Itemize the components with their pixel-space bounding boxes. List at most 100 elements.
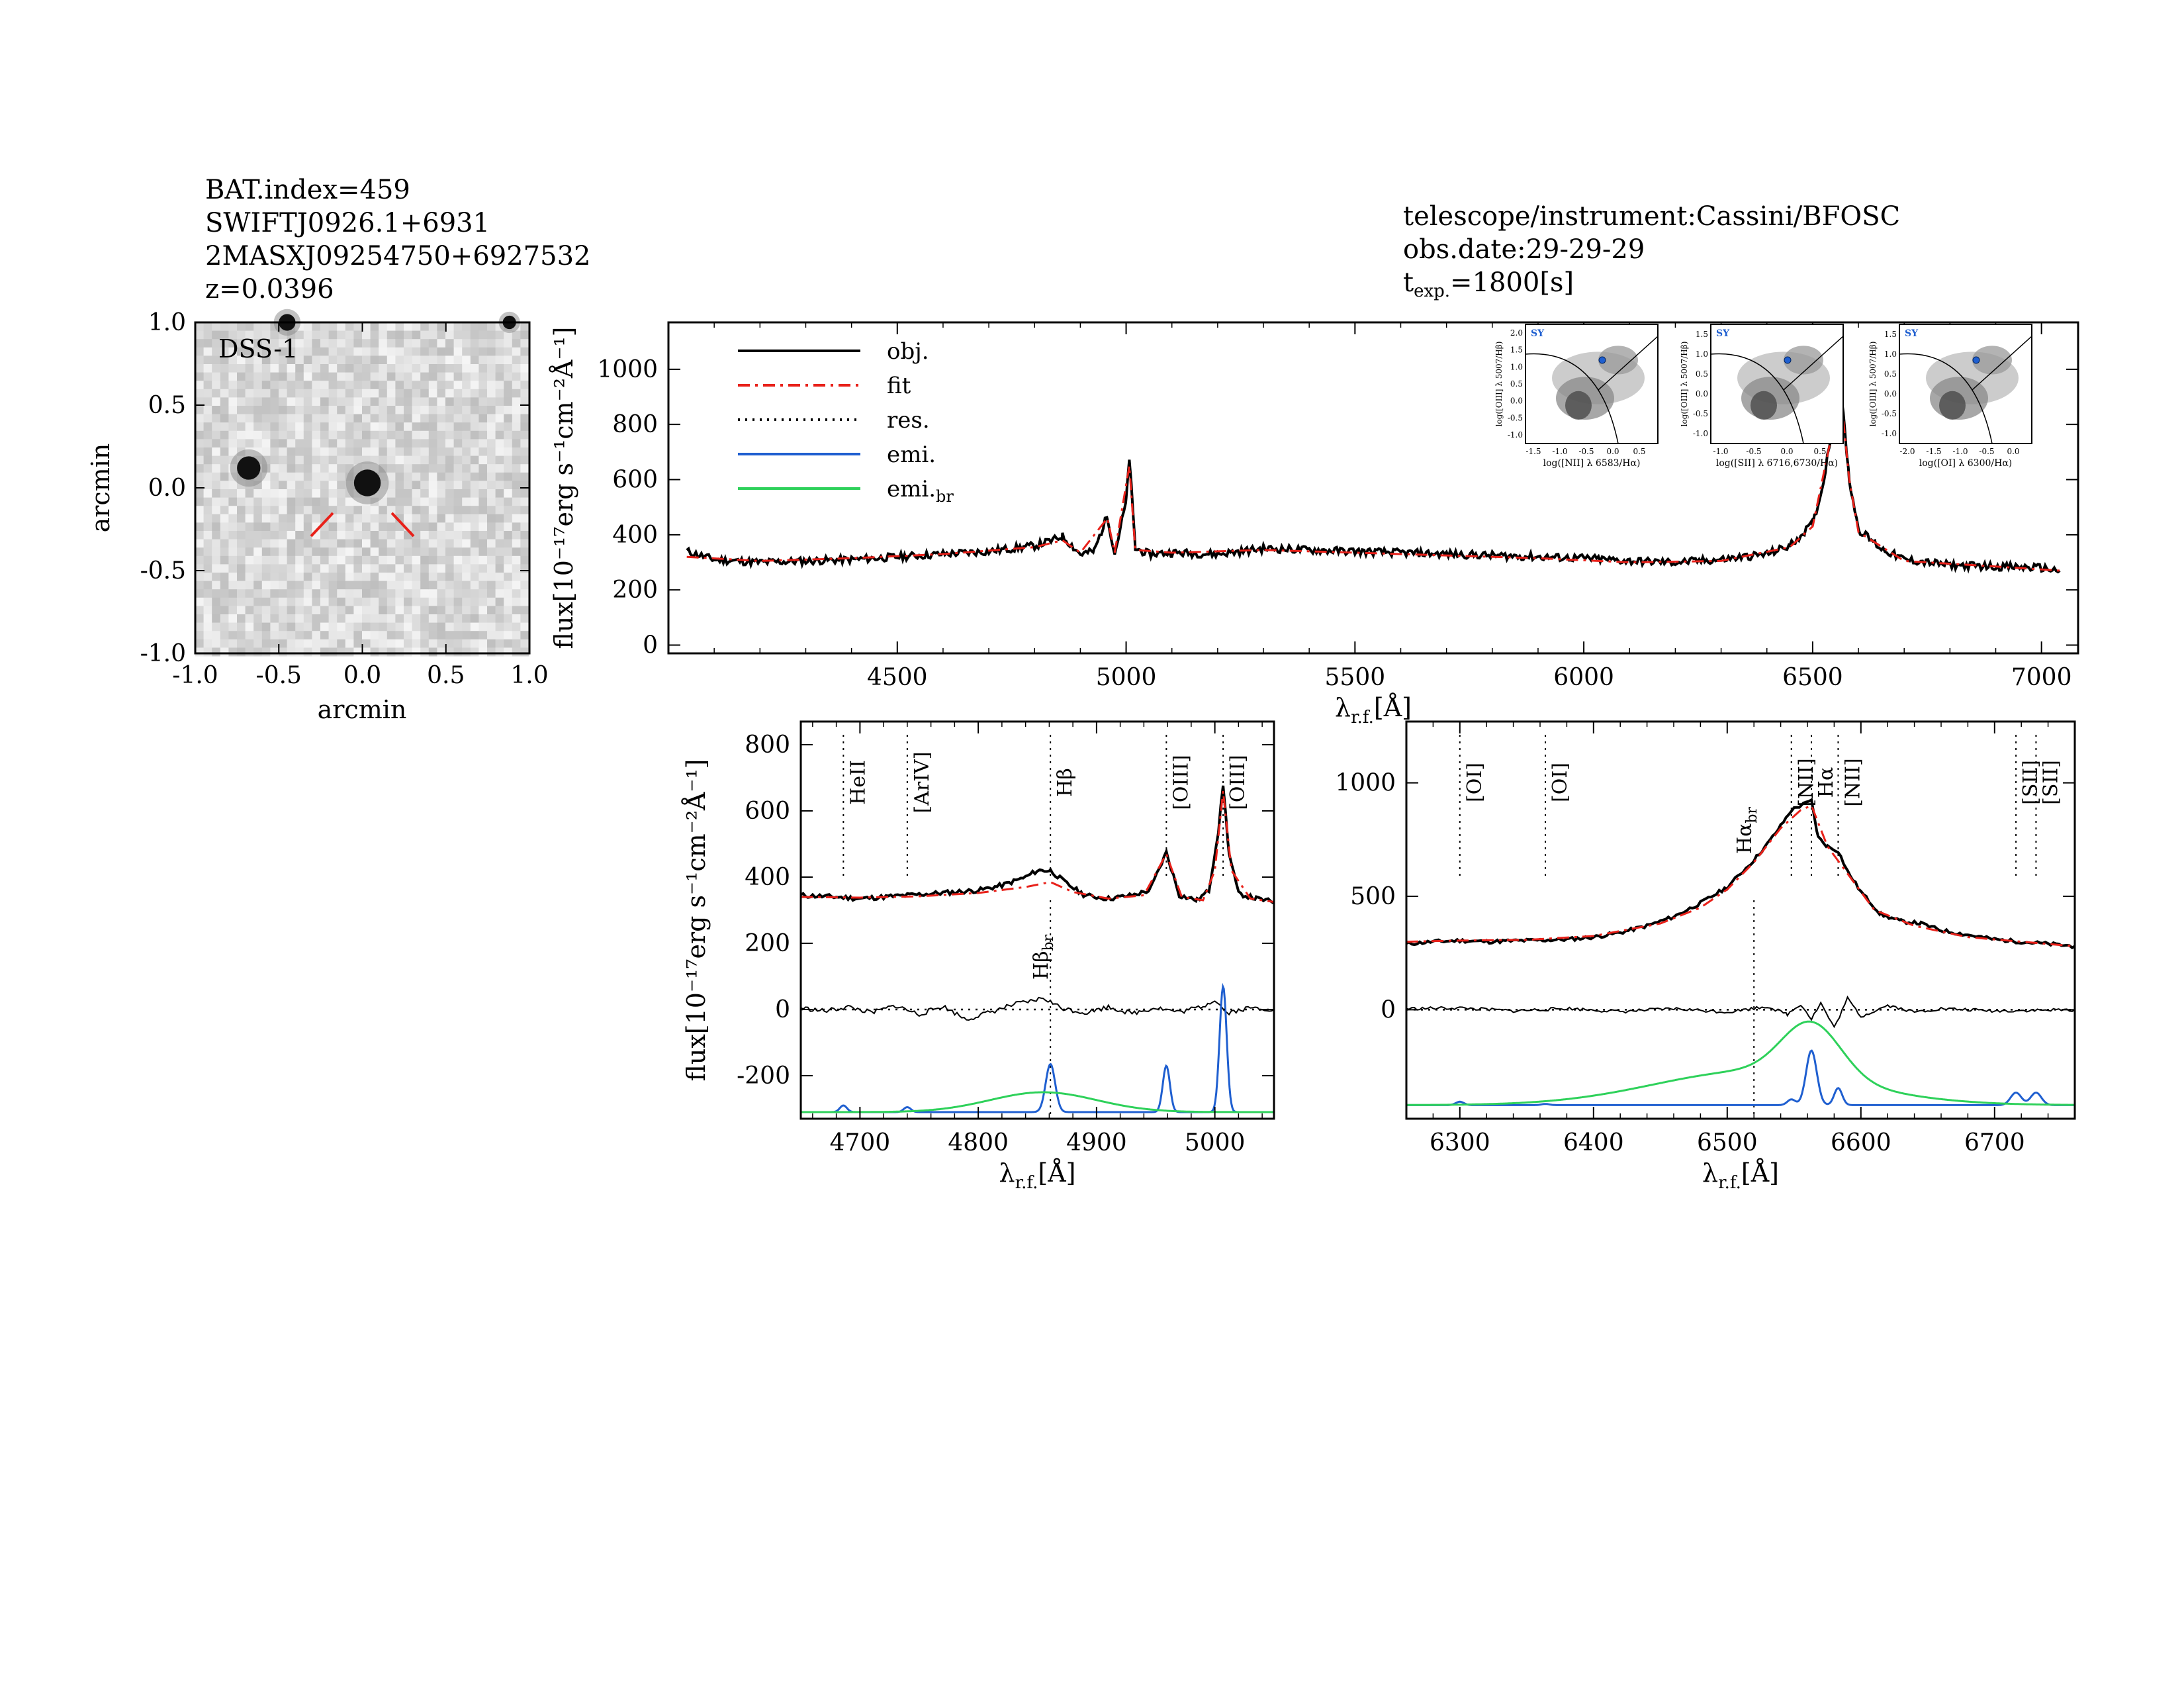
dss-pixel xyxy=(328,539,338,548)
dss-source-0 xyxy=(353,469,381,496)
dss-pixel xyxy=(470,355,479,365)
dss-pixel xyxy=(370,514,379,523)
dss-pixel xyxy=(303,522,312,532)
dss-pixel xyxy=(245,606,254,615)
dss-pixel xyxy=(295,522,304,532)
xtick-label: 5000 xyxy=(1096,664,1157,691)
dss-pixel xyxy=(279,573,288,582)
dss-pixel xyxy=(395,606,404,615)
dss-pixel xyxy=(203,531,212,540)
dss-pixel xyxy=(320,622,330,632)
dss-pixel xyxy=(404,355,413,365)
dss-pixel xyxy=(495,539,504,548)
dss-pixel xyxy=(337,455,346,465)
dss-pixel xyxy=(195,589,205,598)
dss-pixel xyxy=(345,539,354,548)
dss-pixel xyxy=(379,389,388,398)
dss-pixel xyxy=(362,406,371,415)
dss-pixel xyxy=(295,472,304,481)
dss-pixel xyxy=(312,322,321,332)
dss-pixel xyxy=(237,622,246,632)
dss-pixel xyxy=(279,355,288,365)
dss-pixel xyxy=(220,506,229,515)
dss-pixel xyxy=(487,422,496,432)
bpt-oi-ylabel: log([OIII] λ 5007/Hβ) xyxy=(1868,342,1878,427)
dss-pixel xyxy=(453,573,463,582)
dss-pixel xyxy=(404,364,413,373)
dss-pixel xyxy=(453,622,463,632)
dss-pixel xyxy=(412,489,421,498)
dss-pixel xyxy=(470,489,479,498)
dss-pixel xyxy=(337,439,346,448)
dss-pixel xyxy=(437,430,446,440)
dss-pixel xyxy=(328,330,338,340)
dss-pixel xyxy=(228,514,238,523)
dss-pixel xyxy=(195,514,205,523)
dss-pixel xyxy=(478,489,488,498)
dss-pixel xyxy=(270,330,279,340)
dss-pixel xyxy=(453,430,463,440)
dss-pixel xyxy=(387,422,396,432)
dss-pixel xyxy=(395,414,404,423)
dss-pixel xyxy=(487,381,496,390)
dss-pixel xyxy=(387,639,396,648)
dss-pixel xyxy=(212,506,221,515)
series-emibr-line xyxy=(1406,1020,2074,1106)
dss-pixel xyxy=(295,581,304,590)
dss-pixel xyxy=(295,614,304,624)
dss-pixel xyxy=(395,622,404,632)
dss-pixel xyxy=(387,330,396,340)
dss-pixel xyxy=(279,472,288,481)
dss-pixel xyxy=(478,614,488,624)
dss-pixel xyxy=(245,489,254,498)
dss-pixel xyxy=(462,573,471,582)
dss-pixel xyxy=(279,397,288,406)
dss-pixel xyxy=(379,330,388,340)
dss-pixel xyxy=(445,647,455,657)
dss-pixel xyxy=(379,430,388,440)
ytick-label: 1000 xyxy=(597,356,658,383)
dss-pixel xyxy=(220,631,229,640)
dss-pixel xyxy=(279,414,288,423)
dss-pixel xyxy=(312,564,321,573)
dss-pixel xyxy=(303,564,312,573)
dss-pixel xyxy=(445,422,455,432)
dss-pixel xyxy=(195,539,205,548)
dss-pixel xyxy=(520,555,529,565)
dss-pixel xyxy=(303,547,312,557)
dss-pixel xyxy=(312,389,321,398)
dss-pixel xyxy=(445,397,455,406)
dss-pixel xyxy=(404,347,413,356)
dss-pixel xyxy=(412,381,421,390)
dss-pixel xyxy=(428,639,437,648)
bpt-nii-ytick-label: -1.0 xyxy=(1508,430,1523,440)
dss-pixel xyxy=(337,339,346,348)
dss-pixel xyxy=(303,414,312,423)
dss-pixel xyxy=(261,330,271,340)
dss-pixel xyxy=(237,614,246,624)
dss-pixel xyxy=(395,589,404,598)
dss-pixel xyxy=(245,539,254,548)
bpt-sii-frame xyxy=(1710,324,1844,444)
dss-pixel xyxy=(445,589,455,598)
dss-pixel xyxy=(295,464,304,473)
dss-pixel xyxy=(379,506,388,515)
dss-pixel xyxy=(228,539,238,548)
dss-pixel xyxy=(495,622,504,632)
dss-pixel xyxy=(212,639,221,648)
dss-pixel xyxy=(270,622,279,632)
dss-pixel xyxy=(295,622,304,632)
dss-pixel xyxy=(395,531,404,540)
dss-pixel xyxy=(220,430,229,440)
dss-pixel xyxy=(404,647,413,657)
full-spectrum-xlabel: λr.f.[Å] xyxy=(1335,693,1412,727)
dss-pixel xyxy=(453,472,463,481)
dss-pixel xyxy=(362,364,371,373)
dss-pixel xyxy=(261,581,271,590)
dss-pixel xyxy=(279,481,288,490)
dss-pixel xyxy=(261,573,271,582)
dss-pixel xyxy=(320,489,330,498)
bpt-nii-xtick-label: -1.5 xyxy=(1525,447,1541,456)
dss-pixel xyxy=(320,647,330,657)
